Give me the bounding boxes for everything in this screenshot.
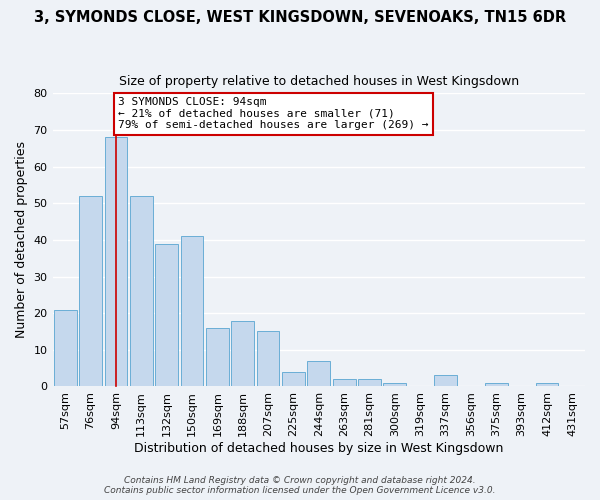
- Text: 3, SYMONDS CLOSE, WEST KINGSDOWN, SEVENOAKS, TN15 6DR: 3, SYMONDS CLOSE, WEST KINGSDOWN, SEVENO…: [34, 10, 566, 25]
- Bar: [181, 236, 203, 386]
- Bar: [206, 328, 229, 386]
- Bar: [536, 383, 559, 386]
- Bar: [54, 310, 77, 386]
- Bar: [231, 320, 254, 386]
- Bar: [307, 361, 330, 386]
- Bar: [79, 196, 102, 386]
- Bar: [282, 372, 305, 386]
- Text: 3 SYMONDS CLOSE: 94sqm
← 21% of detached houses are smaller (71)
79% of semi-det: 3 SYMONDS CLOSE: 94sqm ← 21% of detached…: [118, 97, 429, 130]
- Bar: [104, 138, 127, 386]
- Bar: [383, 383, 406, 386]
- Bar: [434, 376, 457, 386]
- Bar: [358, 379, 381, 386]
- Bar: [333, 379, 356, 386]
- Bar: [130, 196, 152, 386]
- Bar: [485, 383, 508, 386]
- X-axis label: Distribution of detached houses by size in West Kingsdown: Distribution of detached houses by size …: [134, 442, 503, 455]
- Y-axis label: Number of detached properties: Number of detached properties: [15, 142, 28, 338]
- Bar: [257, 332, 280, 386]
- Bar: [155, 244, 178, 386]
- Title: Size of property relative to detached houses in West Kingsdown: Size of property relative to detached ho…: [119, 75, 519, 88]
- Text: Contains HM Land Registry data © Crown copyright and database right 2024.
Contai: Contains HM Land Registry data © Crown c…: [104, 476, 496, 495]
